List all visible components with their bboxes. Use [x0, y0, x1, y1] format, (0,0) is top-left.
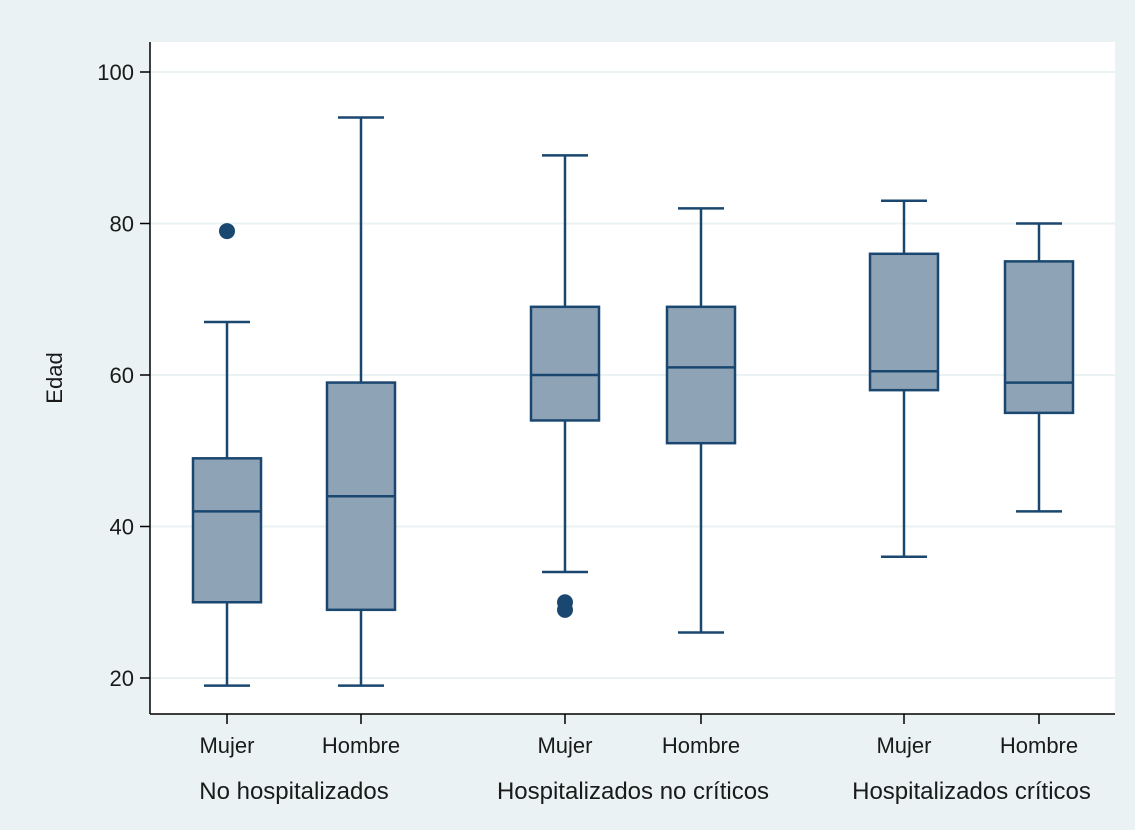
group-label: Hospitalizados no críticos	[497, 778, 769, 805]
y-tick-label: 60	[110, 363, 134, 388]
outlier-point	[219, 223, 235, 240]
y-tick-label: 80	[110, 212, 134, 237]
iqr-box	[665, 305, 737, 445]
box-plot	[868, 199, 940, 559]
category-label: Hombre	[1000, 733, 1078, 758]
group-label: No hospitalizados	[199, 778, 388, 805]
iqr-box	[529, 305, 601, 422]
category-label: Hombre	[322, 733, 400, 758]
group-label: Hospitalizados críticos	[852, 778, 1091, 805]
box-plot	[665, 207, 737, 634]
box-plot	[529, 154, 601, 618]
iqr-box	[191, 457, 263, 604]
y-tick-label: 40	[110, 515, 134, 540]
iqr-box	[868, 252, 940, 392]
category-label: Mujer	[876, 733, 931, 758]
category-label: Mujer	[537, 733, 592, 758]
box-plot	[191, 223, 263, 687]
box-plot	[325, 116, 397, 687]
y-axis: 20 40 60 80 100	[97, 42, 151, 714]
iqr-box	[1003, 260, 1075, 415]
box-plot	[1003, 222, 1075, 513]
gridlines	[150, 71, 1115, 679]
category-label: Hombre	[662, 733, 740, 758]
y-axis-title: Edad	[42, 352, 67, 403]
y-tick-label: 100	[97, 60, 134, 85]
boxes	[191, 116, 1075, 687]
plot-background	[150, 42, 1115, 714]
y-tick-label: 20	[110, 666, 134, 691]
x-axis: Mujer Hombre No hospitalizados Mujer Hombre H…	[150, 713, 1115, 805]
outlier-point	[557, 594, 573, 611]
category-label: Mujer	[199, 733, 254, 758]
